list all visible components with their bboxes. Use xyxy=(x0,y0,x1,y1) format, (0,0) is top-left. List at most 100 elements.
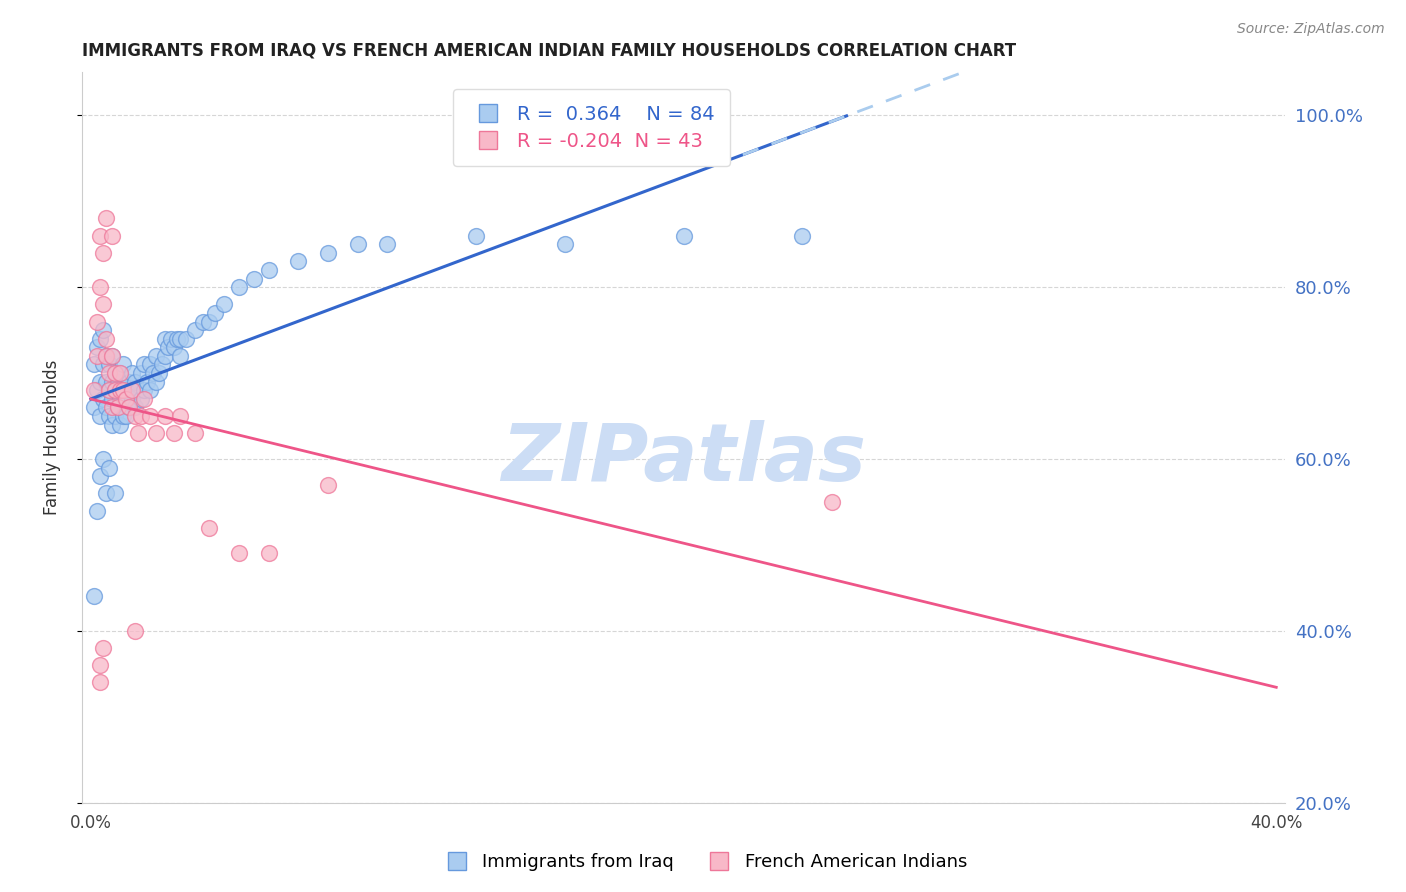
Point xyxy=(153,349,176,363)
Point xyxy=(94,401,117,415)
Point xyxy=(110,366,132,380)
Point xyxy=(86,340,108,354)
Point xyxy=(156,340,179,354)
Point xyxy=(91,452,114,467)
Y-axis label: Family Households: Family Households xyxy=(44,359,60,516)
Point xyxy=(121,366,143,380)
Point xyxy=(183,323,205,337)
Point xyxy=(94,349,117,363)
Point xyxy=(112,384,135,398)
Point xyxy=(89,228,111,243)
Point xyxy=(228,546,250,560)
Point xyxy=(110,366,132,380)
Point xyxy=(153,409,176,423)
Point xyxy=(100,392,122,406)
Point xyxy=(115,384,138,398)
Point xyxy=(139,358,162,372)
Point xyxy=(103,366,125,380)
Point xyxy=(100,349,122,363)
Point xyxy=(89,409,111,423)
Point xyxy=(124,375,146,389)
Point xyxy=(100,375,122,389)
Point xyxy=(139,409,162,423)
Point xyxy=(465,228,488,243)
Point xyxy=(110,384,132,398)
Point xyxy=(166,332,188,346)
Point xyxy=(243,271,266,285)
Point xyxy=(97,366,120,380)
Text: IMMIGRANTS FROM IRAQ VS FRENCH AMERICAN INDIAN FAMILY HOUSEHOLDS CORRELATION CHA: IMMIGRANTS FROM IRAQ VS FRENCH AMERICAN … xyxy=(82,42,1017,60)
Point xyxy=(110,392,132,406)
Point xyxy=(91,640,114,655)
Point xyxy=(118,401,141,415)
Text: Source: ZipAtlas.com: Source: ZipAtlas.com xyxy=(1237,22,1385,37)
Point xyxy=(127,426,149,441)
Point xyxy=(139,384,162,398)
Point xyxy=(145,375,167,389)
Point xyxy=(100,228,122,243)
Point xyxy=(198,521,221,535)
Point xyxy=(183,426,205,441)
Point xyxy=(134,392,156,406)
Point xyxy=(112,384,135,398)
Point xyxy=(169,349,191,363)
Point xyxy=(97,460,120,475)
Point xyxy=(129,409,152,423)
Point xyxy=(91,323,114,337)
Point xyxy=(89,332,111,346)
Point xyxy=(153,332,176,346)
Point xyxy=(142,366,165,380)
Point xyxy=(89,375,111,389)
Point xyxy=(204,306,226,320)
Point xyxy=(103,409,125,423)
Point xyxy=(134,384,156,398)
Point xyxy=(97,384,120,398)
Point xyxy=(198,314,221,328)
Point xyxy=(103,366,125,380)
Point xyxy=(86,384,108,398)
Point xyxy=(174,332,197,346)
Text: ZIPatlas: ZIPatlas xyxy=(501,420,866,499)
Legend: Immigrants from Iraq, French American Indians: Immigrants from Iraq, French American In… xyxy=(432,847,974,879)
Point xyxy=(89,658,111,673)
Point xyxy=(103,384,125,398)
Point xyxy=(169,332,191,346)
Point xyxy=(97,384,120,398)
Point xyxy=(94,349,117,363)
Point xyxy=(821,495,844,509)
Point xyxy=(118,375,141,389)
Point xyxy=(257,263,280,277)
Point xyxy=(91,297,114,311)
Point xyxy=(150,358,173,372)
Point xyxy=(316,477,339,491)
Point xyxy=(110,417,132,432)
Point xyxy=(346,237,368,252)
Point xyxy=(148,366,170,380)
Point xyxy=(145,349,167,363)
Point xyxy=(124,401,146,415)
Point xyxy=(97,409,120,423)
Point xyxy=(94,332,117,346)
Point xyxy=(107,375,129,389)
Point xyxy=(375,237,398,252)
Point xyxy=(257,546,280,560)
Point xyxy=(107,401,129,415)
Point xyxy=(316,245,339,260)
Point xyxy=(127,384,149,398)
Point xyxy=(97,358,120,372)
Point xyxy=(91,392,114,406)
Point xyxy=(94,486,117,500)
Point xyxy=(107,401,129,415)
Point xyxy=(145,426,167,441)
Point xyxy=(115,392,138,406)
Point xyxy=(86,349,108,363)
Point xyxy=(86,314,108,328)
Point xyxy=(160,332,183,346)
Point xyxy=(89,280,111,294)
Point xyxy=(94,375,117,389)
Point xyxy=(100,401,122,415)
Point xyxy=(103,486,125,500)
Point xyxy=(129,392,152,406)
Point xyxy=(100,349,122,363)
Point xyxy=(89,675,111,690)
